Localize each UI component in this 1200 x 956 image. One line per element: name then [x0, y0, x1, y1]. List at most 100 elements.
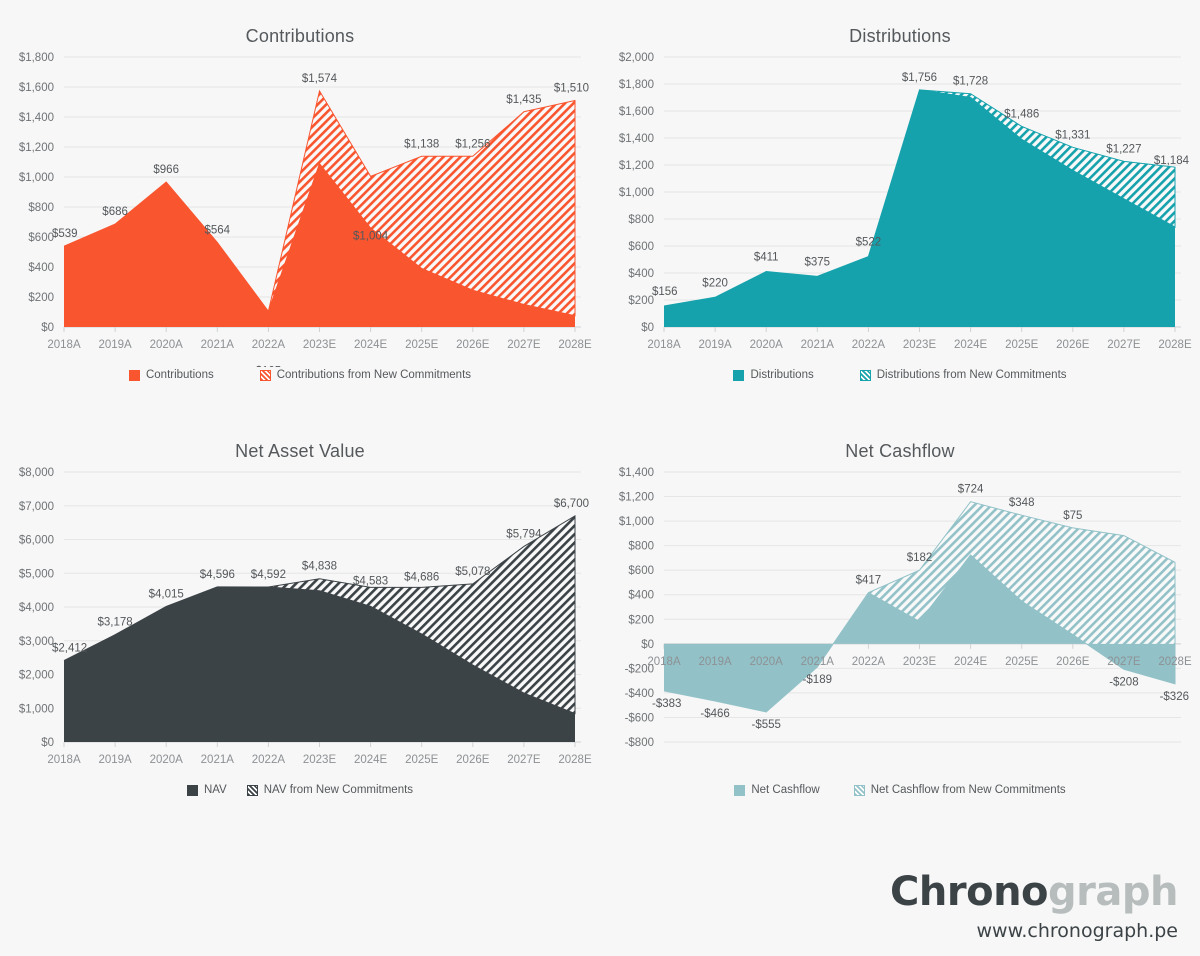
y-axis-tick-label: $800	[628, 541, 654, 553]
legend-item-cashflow-new[interactable]: Net Cashflow from New Commitments	[853, 784, 1066, 796]
data-point-label: -$555	[751, 719, 780, 731]
x-axis-tick-label: 2021A	[801, 656, 835, 668]
x-axis-tick-label: 2028E	[1158, 339, 1192, 351]
legend-net-cashflow: Net Cashflow Net Cashflow from New Commi…	[600, 784, 1200, 796]
y-axis-tick-label: $600	[628, 241, 654, 253]
x-axis-tick-label: 2025E	[405, 754, 439, 766]
x-axis-tick-label: 2024E	[954, 339, 988, 351]
x-axis-tick-label: 2025E	[1005, 656, 1039, 668]
x-axis-tick-label: 2019A	[98, 339, 132, 351]
legend-swatch-solid-icon	[128, 369, 140, 381]
x-axis-tick-label: 2027E	[1107, 656, 1141, 668]
y-axis-tick-label: $1,400	[619, 467, 654, 479]
x-axis-tick-label: 2027E	[507, 754, 541, 766]
x-axis-tick-label: 2018A	[47, 339, 81, 351]
chart-title-contributions: Contributions	[245, 26, 355, 46]
data-point-label: -$383	[652, 698, 681, 710]
y-axis-tick-label: $1,800	[619, 79, 654, 91]
data-point-label: $5,078	[455, 566, 490, 578]
y-axis-tick-label: $4,000	[19, 602, 54, 614]
area-series-new-commitments	[63, 89, 576, 317]
legend-label: Contributions	[145, 369, 214, 381]
x-axis-tick-label: 2023E	[303, 754, 337, 766]
y-axis-tick-label: -$400	[625, 688, 654, 700]
legend-swatch-solid-icon	[733, 369, 745, 381]
y-axis-tick-label: $1,400	[619, 133, 654, 145]
y-axis-tick-label: $1,200	[19, 142, 54, 154]
y-axis-tick-label: $200	[28, 292, 54, 304]
data-point-label: $1,331	[1055, 129, 1090, 141]
legend-label: NAV	[203, 784, 227, 796]
x-axis-tick-label: 2021A	[801, 339, 835, 351]
x-axis-tick-label: 2028E	[558, 339, 592, 351]
legend-item-contributions[interactable]: Contributions	[128, 369, 214, 381]
data-point-label: $4,583	[353, 575, 388, 587]
y-axis-tick-label: $0	[641, 322, 654, 334]
legend-swatch-hatched-icon	[259, 369, 271, 381]
legend-item-contributions-new[interactable]: Contributions from New Commitments	[259, 369, 472, 381]
legend-swatch-hatched-icon	[853, 784, 865, 796]
brand-logo: Chronograph www.chronograph.pe	[890, 872, 1178, 942]
x-axis-tick-label: 2020A	[150, 339, 184, 351]
brand-wordmark: Chronograph	[890, 872, 1178, 912]
data-point-label: $1,510	[554, 83, 589, 95]
y-axis-tick-label: $1,000	[19, 703, 54, 715]
x-axis-tick-label: 2023E	[903, 339, 937, 351]
y-axis-tick-label: $400	[28, 262, 54, 274]
chart-title-net-asset-value: Net Asset Value	[235, 441, 365, 461]
y-axis-tick-label: $200	[628, 295, 654, 307]
chart-svg-net-asset-value: $0 $1,000 $2,000 $3,000 $4,000 $5,000 $6,000 $7…	[19, 467, 592, 766]
x-axis-tick-label: 2026E	[456, 754, 490, 766]
data-point-label: $411	[754, 252, 779, 264]
data-point-label: $4,838	[302, 561, 337, 573]
area-series-base	[64, 586, 575, 742]
legend-label: Distributions	[750, 369, 814, 381]
chart-title-distributions: Distributions	[849, 26, 951, 46]
area-series-base	[664, 554, 1175, 712]
area-series-new-commitments	[63, 514, 576, 715]
y-axis-tick-label: $400	[628, 268, 654, 280]
data-point-label: $1,486	[1004, 108, 1039, 120]
legend-item-distributions-new[interactable]: Distributions from New Commitments	[859, 369, 1067, 381]
panel-net-asset-value: Net Asset Value $0 $1,000 $2,000 $3,000 $4,0…	[0, 415, 600, 830]
x-axis-tick-label: 2021A	[201, 339, 235, 351]
y-axis-tick-label: $200	[628, 614, 654, 626]
data-point-label: $1,728	[953, 76, 988, 88]
data-point-label: $724	[958, 484, 984, 496]
y-axis-tick-label: $1,600	[619, 106, 654, 118]
x-axis-tick-label: 2020A	[750, 656, 784, 668]
legend-item-distributions[interactable]: Distributions	[733, 369, 814, 381]
data-point-label: $1,184	[1154, 155, 1190, 167]
panel-contributions: Contributions $0 $200 $400 $600 $800 $1,000 $1…	[0, 0, 600, 415]
brand-url: www.chronograph.pe	[976, 920, 1179, 942]
legend-swatch-hatched-icon	[859, 369, 871, 381]
legend-item-cashflow[interactable]: Net Cashflow	[734, 784, 820, 796]
y-axis-tick-label: $1,000	[619, 516, 654, 528]
y-axis-tick-label: $400	[628, 590, 654, 602]
data-point-label: $182	[907, 552, 933, 564]
data-point-label: $348	[1009, 497, 1035, 509]
charts-grid: Contributions $0 $200 $400 $600 $800 $1,000 $1…	[0, 0, 1200, 830]
brand-name-light: graph	[1048, 869, 1178, 915]
x-axis-tick-label: 2026E	[456, 339, 490, 351]
y-axis-tick-label: $2,000	[619, 52, 654, 64]
x-axis-tick-label: 2019A	[698, 656, 732, 668]
legend-swatch-hatched-icon	[246, 784, 258, 796]
y-axis-tick-label: $600	[28, 232, 54, 244]
x-axis-tick-label: 2023E	[903, 656, 937, 668]
legend-item-nav-new[interactable]: NAV from New Commitments	[246, 784, 413, 796]
x-axis-tick-label: 2025E	[405, 339, 439, 351]
data-point-label: $564	[205, 224, 231, 236]
legend-item-nav[interactable]: NAV	[186, 784, 227, 796]
x-axis-tick-label: 2024E	[354, 754, 388, 766]
area-series-base	[664, 89, 1175, 327]
data-point-label: -$466	[700, 708, 729, 720]
chart-svg-distributions: $0 $200 $400 $600 $800 $1,000 $1,200 $1,400 $1,6…	[619, 52, 1192, 351]
y-axis-tick-label: $600	[628, 565, 654, 577]
chart-svg-contributions: $0 $200 $400 $600 $800 $1,000 $1,200 $1,400 $1,6…	[19, 52, 592, 367]
panel-net-cashflow: Net Cashflow -$800 -$600 -$400 -$200 $0 $200 $…	[600, 415, 1200, 830]
data-point-label: $6,700	[554, 498, 589, 510]
y-axis-tick-label: $0	[41, 737, 54, 749]
y-axis-tick-label: $1,400	[19, 112, 54, 124]
legend-label: Contributions from New Commitments	[276, 369, 472, 381]
